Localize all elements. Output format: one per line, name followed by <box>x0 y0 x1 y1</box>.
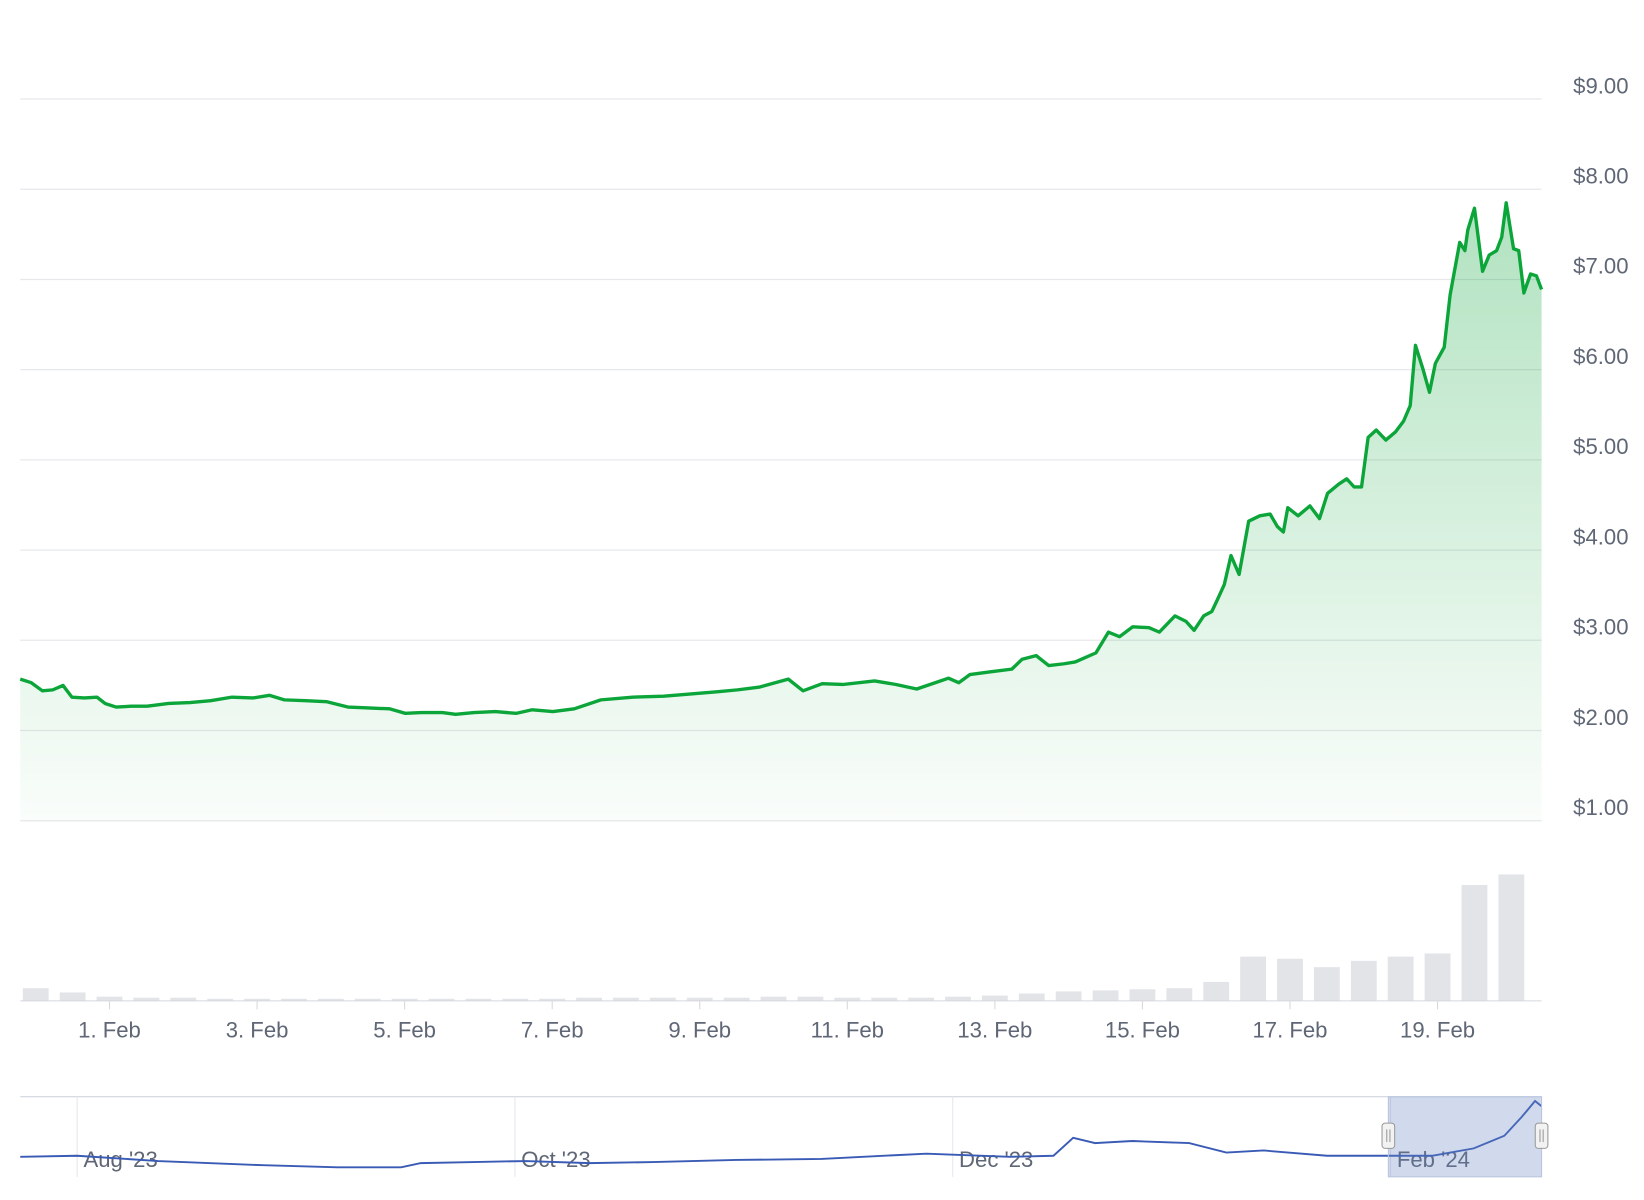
y-tick-label: $6.00 <box>1573 344 1628 369</box>
volume-bar <box>871 997 898 1001</box>
volume-bar <box>281 998 307 1001</box>
x-tick-label: 15. Feb <box>1105 1017 1180 1042</box>
volume-bar <box>981 995 1008 1001</box>
x-tick-label: 9. Feb <box>668 1017 731 1042</box>
volume-bar <box>96 996 123 1001</box>
volume-bar <box>133 997 160 1001</box>
volume-bar <box>1424 953 1451 1001</box>
x-tick-label: 7. Feb <box>521 1017 584 1042</box>
volume-bar <box>207 998 234 1001</box>
volume-bar <box>1018 993 1045 1001</box>
navigator-tick-label: Oct '23 <box>521 1147 590 1172</box>
y-tick-label: $2.00 <box>1573 705 1628 730</box>
volume-bar <box>576 997 602 1001</box>
volume-bar <box>834 997 861 1001</box>
volume-bar <box>797 996 824 1001</box>
volume-bar <box>613 997 639 1001</box>
volume-bar <box>945 996 971 1001</box>
volume-bar <box>244 998 270 1001</box>
volume-bar <box>908 997 935 1001</box>
volume-bar <box>1092 990 1119 1001</box>
navigator-tick-label: Dec '23 <box>959 1147 1033 1172</box>
volume-bar <box>428 998 455 1001</box>
y-tick-label: $8.00 <box>1573 163 1628 188</box>
volume-bar <box>1461 884 1488 1001</box>
volume-bar <box>1387 956 1414 1001</box>
volume-bar <box>354 998 381 1001</box>
y-tick-label: $7.00 <box>1573 254 1628 279</box>
volume-bar <box>1313 967 1340 1001</box>
volume-bar <box>1350 960 1377 1001</box>
volume-bar <box>1277 958 1303 1001</box>
volume-bar <box>686 997 713 1001</box>
navigator-handle[interactable] <box>1381 1122 1396 1149</box>
volume-bar <box>391 998 418 1001</box>
volume-bar <box>1203 981 1230 1001</box>
volume-bar <box>59 992 86 1001</box>
navigator-selection <box>1387 1096 1543 1178</box>
navigator-handle[interactable] <box>1534 1122 1549 1149</box>
x-tick-label: 1. Feb <box>78 1017 141 1042</box>
volume-bar <box>723 997 750 1001</box>
y-tick-label: $4.00 <box>1573 524 1628 549</box>
volume-bar <box>1055 991 1082 1001</box>
x-tick-label: 3. Feb <box>226 1017 289 1042</box>
navigator-line <box>20 1099 1543 1169</box>
volume-bar <box>1240 956 1267 1001</box>
x-tick-label: 17. Feb <box>1252 1017 1327 1042</box>
volume-bar <box>317 998 344 1001</box>
volume-bar <box>649 997 676 1001</box>
volume-bar <box>502 998 529 1001</box>
volume-bar <box>1166 988 1193 1001</box>
y-tick-label: $9.00 <box>1573 73 1628 98</box>
y-tick-label: $3.00 <box>1573 615 1628 640</box>
volume-bar <box>760 996 787 1001</box>
volume-bar <box>465 998 492 1001</box>
x-tick-label: 11. Feb <box>811 1017 884 1042</box>
x-tick-label: 13. Feb <box>957 1017 1032 1042</box>
volume-bar <box>22 988 49 1001</box>
y-tick-label: $1.00 <box>1573 795 1628 820</box>
x-tick-label: 19. Feb <box>1400 1017 1475 1042</box>
volume-bar <box>170 997 197 1001</box>
y-tick-label: $5.00 <box>1573 434 1628 459</box>
volume-bar <box>1498 874 1525 1001</box>
price-line <box>19 201 1544 716</box>
volume-bar <box>539 998 566 1001</box>
x-tick-label: 5. Feb <box>373 1017 436 1042</box>
volume-bar <box>1129 989 1156 1001</box>
area-fill <box>20 202 1542 821</box>
